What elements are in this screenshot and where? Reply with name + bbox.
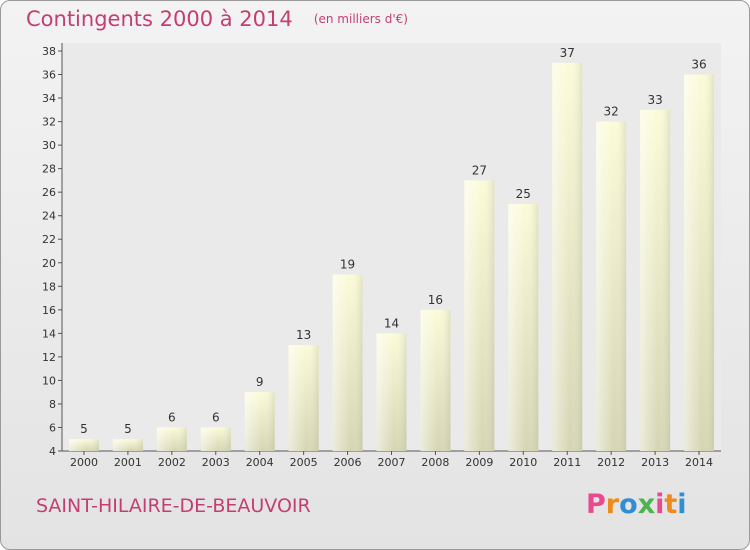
x-tick-label: 2014 bbox=[685, 456, 713, 469]
y-tick-label: 6 bbox=[49, 421, 56, 434]
x-tick-label: 2006 bbox=[334, 456, 362, 469]
x-tick-label: 2010 bbox=[509, 456, 537, 469]
bar-shading bbox=[596, 121, 627, 452]
bar-value-label: 33 bbox=[647, 93, 662, 107]
bar-shading bbox=[464, 180, 495, 452]
bar-shading bbox=[200, 427, 231, 451]
bar-value-label: 5 bbox=[80, 422, 88, 436]
x-tick-label: 2004 bbox=[246, 456, 274, 469]
y-tick-label: 36 bbox=[42, 69, 56, 82]
bar-value-label: 37 bbox=[560, 46, 575, 60]
bar-value-label: 25 bbox=[516, 187, 531, 201]
bar-shading bbox=[332, 274, 363, 451]
y-tick-label: 4 bbox=[49, 445, 56, 458]
bar-value-label: 36 bbox=[691, 58, 706, 72]
brand-logo-letter: x bbox=[637, 489, 656, 520]
bar-value-label: 6 bbox=[212, 410, 220, 424]
brand-logo[interactable]: Proxiti bbox=[586, 489, 687, 520]
y-tick-label: 20 bbox=[42, 257, 56, 270]
bar-shading bbox=[640, 109, 671, 451]
y-tick-label: 8 bbox=[49, 398, 56, 411]
y-tick-label: 30 bbox=[42, 139, 56, 152]
brand-logo-letter: i bbox=[677, 489, 687, 520]
bar-shading bbox=[376, 333, 407, 451]
bar-shading bbox=[684, 74, 715, 451]
x-tick-label: 2007 bbox=[378, 456, 406, 469]
brand-logo-letter: i bbox=[655, 489, 665, 520]
bar-value-label: 19 bbox=[340, 258, 355, 272]
bar-value-label: 16 bbox=[428, 293, 443, 307]
bar-shading bbox=[552, 62, 583, 451]
x-tick-label: 2005 bbox=[290, 456, 318, 469]
x-tick-label: 2003 bbox=[202, 456, 230, 469]
title-row: Contingents 2000 à 2014 (en milliers d'€… bbox=[26, 7, 408, 31]
brand-logo-letter: r bbox=[605, 489, 620, 520]
y-tick-label: 26 bbox=[42, 186, 56, 199]
bar-shading bbox=[508, 203, 539, 451]
bar-shading bbox=[112, 439, 143, 451]
y-tick-label: 34 bbox=[42, 92, 56, 105]
x-tick-label: 2013 bbox=[641, 456, 669, 469]
y-tick-label: 22 bbox=[42, 233, 56, 246]
bar-value-label: 14 bbox=[384, 316, 399, 330]
y-tick-label: 14 bbox=[42, 327, 56, 340]
y-tick-label: 24 bbox=[42, 210, 56, 223]
x-tick-label: 2009 bbox=[465, 456, 493, 469]
bar-value-label: 32 bbox=[604, 105, 619, 119]
commune-name: SAINT-HILAIRE-DE-BEAUVOIR bbox=[36, 495, 311, 517]
bar-value-label: 13 bbox=[296, 328, 311, 342]
bar-value-label: 6 bbox=[168, 410, 176, 424]
chart-title: Contingents 2000 à 2014 bbox=[26, 7, 293, 31]
y-tick-label: 28 bbox=[42, 163, 56, 176]
y-tick-label: 32 bbox=[42, 116, 56, 129]
y-tick-label: 10 bbox=[42, 374, 56, 387]
bar-shading bbox=[288, 345, 319, 451]
brand-logo-letter: P bbox=[586, 489, 606, 520]
x-tick-label: 2001 bbox=[114, 456, 142, 469]
y-tick-label: 12 bbox=[42, 351, 56, 364]
bar-value-label: 9 bbox=[256, 375, 264, 389]
bar-shading bbox=[420, 309, 451, 451]
bar-shading bbox=[68, 439, 99, 451]
y-tick-label: 16 bbox=[42, 304, 56, 317]
y-tick-label: 18 bbox=[42, 280, 56, 293]
x-tick-label: 2012 bbox=[597, 456, 625, 469]
bar-value-label: 27 bbox=[472, 163, 487, 177]
x-tick-label: 2011 bbox=[553, 456, 581, 469]
x-tick-label: 2008 bbox=[421, 456, 449, 469]
brand-logo-letter: o bbox=[619, 489, 638, 520]
y-tick-label: 38 bbox=[42, 45, 56, 58]
x-tick-label: 2002 bbox=[158, 456, 186, 469]
x-tick-label: 2000 bbox=[70, 456, 98, 469]
brand-logo-letter: t bbox=[664, 489, 678, 520]
bar-value-label: 5 bbox=[124, 422, 132, 436]
chart-subtitle: (en milliers d'€) bbox=[313, 12, 408, 26]
bar-shading bbox=[156, 427, 187, 451]
bar-shading bbox=[244, 392, 275, 451]
